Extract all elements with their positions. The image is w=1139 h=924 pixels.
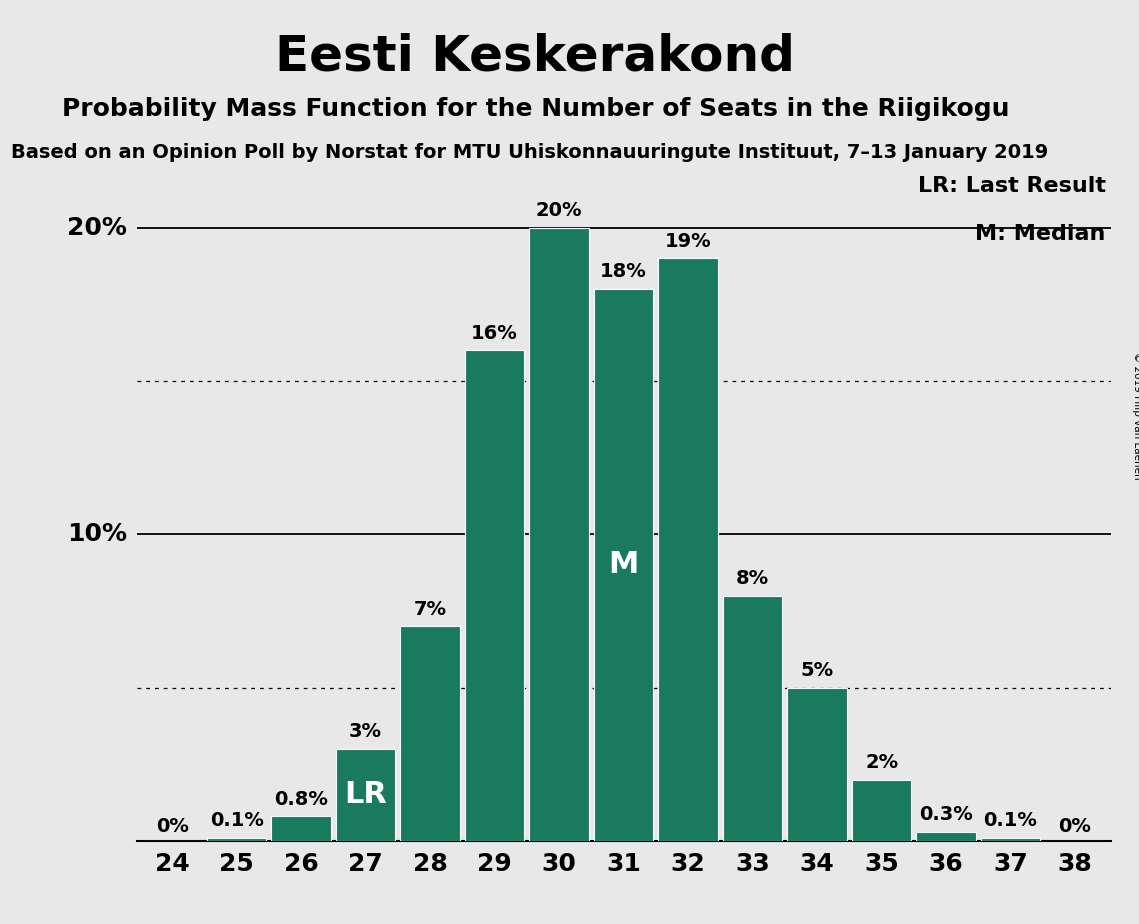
Bar [917, 832, 976, 841]
Text: M: M [608, 551, 639, 579]
Text: 0.8%: 0.8% [274, 790, 328, 808]
Text: Probability Mass Function for the Number of Seats in the Riigikogu: Probability Mass Function for the Number… [62, 97, 1009, 121]
Text: 2%: 2% [865, 753, 899, 772]
Text: Eesti Keskerakond: Eesti Keskerakond [276, 32, 795, 80]
Bar [207, 838, 267, 841]
Bar [530, 227, 589, 841]
Bar [723, 596, 782, 841]
Text: 16%: 16% [472, 323, 518, 343]
Bar [336, 748, 395, 841]
Text: 8%: 8% [736, 569, 769, 588]
Text: 0%: 0% [156, 817, 189, 836]
Text: 18%: 18% [600, 262, 647, 281]
Bar [852, 780, 911, 841]
Text: LR: Last Result: LR: Last Result [918, 176, 1106, 197]
Bar [465, 350, 524, 841]
Text: 0.1%: 0.1% [210, 811, 263, 830]
Bar [401, 626, 460, 841]
Text: 19%: 19% [665, 232, 712, 250]
Bar [981, 838, 1040, 841]
Text: 5%: 5% [801, 661, 834, 680]
Text: © 2019 Filip van Laenen: © 2019 Filip van Laenen [1132, 352, 1139, 480]
Text: 20%: 20% [67, 215, 126, 239]
Text: 0%: 0% [1058, 817, 1091, 836]
Text: M: Median: M: Median [975, 224, 1106, 244]
Bar [658, 259, 718, 841]
Bar [271, 816, 330, 841]
Text: 3%: 3% [350, 723, 382, 741]
Text: 0.1%: 0.1% [984, 811, 1038, 830]
Bar [593, 289, 654, 841]
Text: 7%: 7% [413, 600, 446, 618]
Text: 10%: 10% [67, 522, 126, 546]
Bar [787, 687, 846, 841]
Text: 0.3%: 0.3% [919, 805, 973, 824]
Text: 20%: 20% [535, 201, 582, 220]
Text: LR: LR [344, 781, 387, 809]
Text: Based on an Opinion Poll by Norstat for MTU Uhiskonnauuringute Instituut, 7–13 J: Based on an Opinion Poll by Norstat for … [11, 143, 1049, 163]
